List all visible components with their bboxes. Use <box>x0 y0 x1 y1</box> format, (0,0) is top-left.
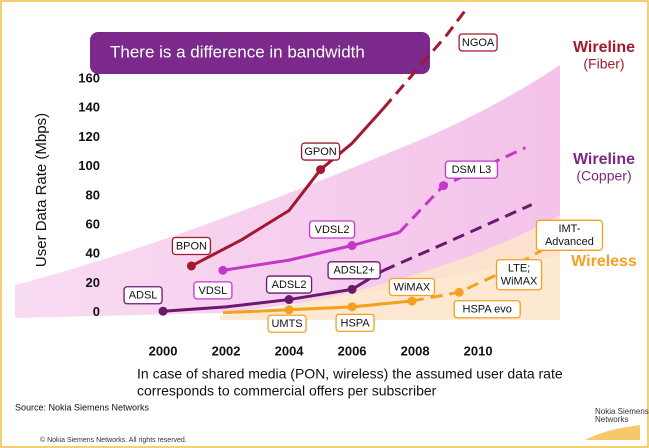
data-label: Advanced <box>545 236 594 248</box>
label-box <box>388 277 436 297</box>
point <box>158 306 168 316</box>
point <box>347 302 357 312</box>
data-label: NGOA <box>462 37 495 49</box>
caption: corresponds to commercial offers per sub… <box>137 383 437 399</box>
x-tick-label: 2000 <box>149 343 178 358</box>
x-tick-label: 2004 <box>275 343 305 358</box>
point <box>407 296 417 306</box>
data-label: ADSL2 <box>272 279 307 291</box>
title-box <box>90 32 430 74</box>
data-label: HSPA <box>341 317 371 329</box>
wireline-band <box>15 65 560 318</box>
data-label: ADSL <box>129 290 158 302</box>
source: Source: Nokia Siemens Networks <box>15 402 150 412</box>
legend-subtitle: (Copper) <box>576 168 631 184</box>
point <box>347 241 357 251</box>
point <box>218 265 228 275</box>
y-tick-label: 0 <box>93 304 100 319</box>
legend-title: Wireline <box>573 39 635 56</box>
label-box <box>458 33 498 52</box>
y-tick-label: 120 <box>78 129 100 144</box>
legend-title: Wireline <box>573 151 635 168</box>
y-tick-label: 160 <box>78 70 100 85</box>
data-label: ADSL2+ <box>333 265 374 277</box>
label-box <box>327 261 381 280</box>
data-label: WiMAX <box>394 281 431 293</box>
data-label: WiMAX <box>501 276 538 288</box>
label-box <box>267 314 307 333</box>
data-label: HSPA evo <box>463 304 512 316</box>
label-box <box>171 236 212 256</box>
label-box <box>193 281 233 300</box>
logo: Nokia Siemens <box>595 407 649 416</box>
series-line <box>190 107 385 268</box>
y-tick-label: 140 <box>78 100 100 115</box>
label-box <box>535 219 604 251</box>
data-label: LTE; <box>508 263 530 275</box>
data-label: IMT- <box>558 223 580 235</box>
caption: In case of shared media (PON, wireless) … <box>137 366 563 382</box>
projection-line <box>411 238 561 303</box>
point <box>186 261 196 271</box>
legend-subtitle: (Fiber) <box>583 56 624 72</box>
data-label: VDSL <box>199 285 228 297</box>
legend-title: Wireless <box>571 253 637 270</box>
wireless-band <box>220 215 560 320</box>
y-tick-label: 80 <box>86 187 100 202</box>
label-box <box>123 286 163 305</box>
data-label: VDSL2 <box>315 224 350 236</box>
series-line <box>222 230 400 272</box>
point <box>454 287 464 297</box>
y-tick-label: 100 <box>78 158 100 173</box>
y-tick-label: 20 <box>86 275 100 290</box>
chart-title: There is a difference in bandwidth <box>110 42 365 61</box>
point <box>284 305 294 315</box>
label-box <box>335 313 375 333</box>
x-tick-label: 2010 <box>464 343 493 358</box>
data-label: GPON <box>304 146 336 158</box>
label-box <box>300 142 341 161</box>
x-tick-label: 2002 <box>212 343 241 358</box>
label-box <box>444 160 499 179</box>
label-box <box>265 275 313 294</box>
data-label: DSM L3 <box>452 164 492 176</box>
data-label: UMTS <box>271 318 302 330</box>
projection-line <box>382 203 533 272</box>
x-tick-label: 2006 <box>338 343 367 358</box>
point <box>347 284 357 294</box>
logo: Networks <box>595 415 628 424</box>
projection-line <box>382 6 470 110</box>
copyright: © Nokia Siemens Networks. All rights res… <box>40 436 187 444</box>
label-box <box>453 300 521 319</box>
x-tick-label: 2008 <box>401 343 430 358</box>
point <box>438 181 448 191</box>
label-box <box>308 220 356 239</box>
data-label: BPON <box>176 240 207 252</box>
series-line <box>222 299 413 315</box>
point <box>316 165 326 175</box>
y-tick-label: 60 <box>86 217 100 232</box>
label-box <box>495 259 543 291</box>
y-axis-label: User Data Rate (Mbps) <box>33 113 50 267</box>
y-tick-label: 40 <box>86 246 100 261</box>
point <box>284 295 294 305</box>
logo-swoosh <box>585 425 640 440</box>
plot <box>158 6 561 316</box>
